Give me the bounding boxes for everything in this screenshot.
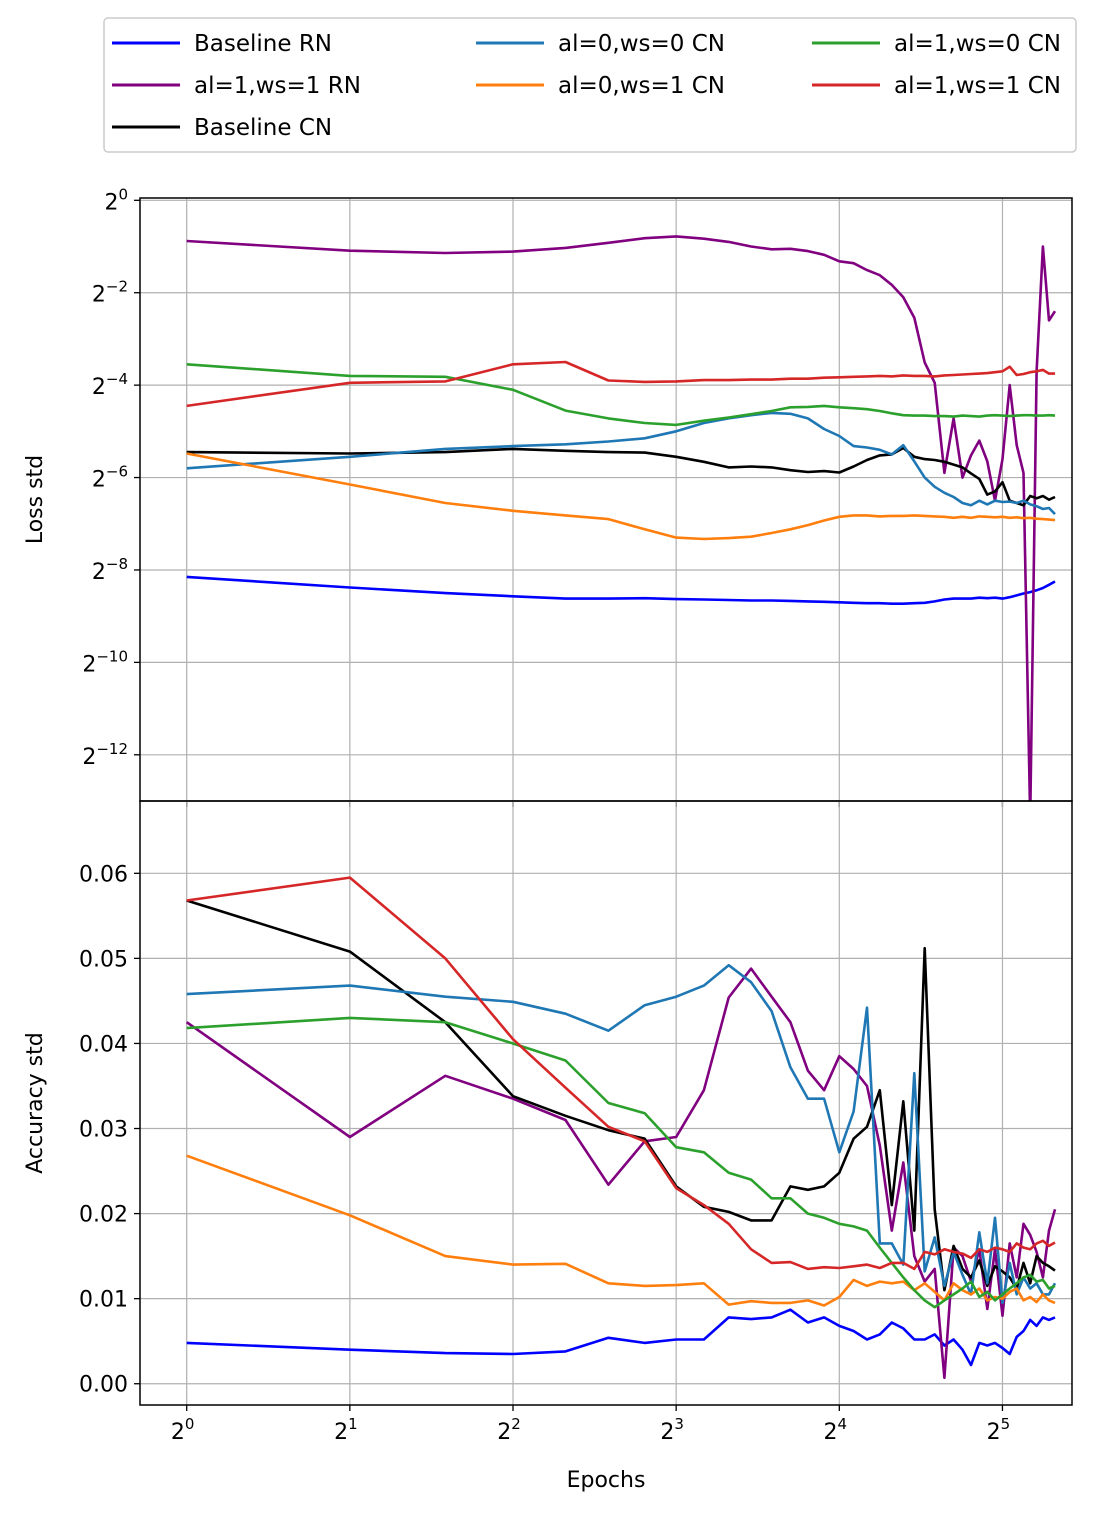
series-line-al-0-ws-0-cn bbox=[186, 963, 1057, 1305]
y-axis-label: Accuracy std bbox=[23, 1032, 48, 1174]
y-tick-label: 0.00 bbox=[79, 1373, 128, 1398]
legend-entry-al-0-ws-0-cn: al=0,ws=0 CN bbox=[476, 31, 725, 57]
legend-entry-al-1-ws-0-cn: al=1,ws=0 CN bbox=[812, 31, 1061, 57]
axes-frame bbox=[139, 197, 1073, 802]
x-tick-label: 24 bbox=[824, 1415, 848, 1445]
x-tick-label: 20 bbox=[171, 1415, 195, 1445]
y-tick-label: 2−6 bbox=[92, 463, 128, 493]
x-tick-label: 21 bbox=[334, 1415, 358, 1445]
grid bbox=[140, 801, 1072, 1405]
y-tick-label: 2−8 bbox=[92, 555, 128, 585]
series-line-al-1-ws-1-rn bbox=[186, 235, 1057, 801]
y-tick-label: 2−10 bbox=[82, 647, 128, 677]
y-tick-label: 2−2 bbox=[92, 278, 128, 308]
series-line-al-1-ws-1-cn bbox=[186, 876, 1056, 1271]
x-tick-label: 23 bbox=[660, 1415, 684, 1445]
legend-label: Baseline CN bbox=[194, 115, 332, 141]
y-tick-label: 0.01 bbox=[79, 1288, 128, 1313]
series-group bbox=[185, 876, 1057, 1380]
series-line-al-1-ws-1-rn bbox=[185, 967, 1057, 1380]
axes-frame bbox=[139, 800, 1073, 1406]
y-tick-label: 0.06 bbox=[79, 862, 128, 887]
legend-entry-al-1-ws-1-rn: al=1,ws=1 RN bbox=[112, 73, 361, 99]
series-line-al-1-ws-0-cn bbox=[186, 363, 1056, 427]
legend-entry-baseline-rn: Baseline RN bbox=[112, 31, 332, 57]
series-line-al-0-ws-1-cn bbox=[186, 452, 1056, 541]
loss-std-axes: 20 2−2 2−4 2−6 2−8 2−10 2−12 Loss std bbox=[23, 185, 1073, 807]
x-axis-label: Epochs bbox=[567, 1468, 646, 1493]
grid bbox=[140, 198, 1072, 801]
y-axis-label: Loss std bbox=[23, 455, 48, 544]
legend-label: al=1,ws=1 RN bbox=[194, 73, 361, 99]
legend-label: al=0,ws=1 CN bbox=[558, 73, 725, 99]
y-tick-label: 0.05 bbox=[79, 947, 128, 972]
series-line-al-0-ws-0-cn bbox=[186, 411, 1056, 516]
y-tick-label: 20 bbox=[104, 185, 128, 215]
legend-entry-baseline-cn: Baseline CN bbox=[112, 115, 332, 141]
legend-frame bbox=[103, 17, 1077, 153]
legend-label: al=1,ws=0 CN bbox=[894, 31, 1061, 57]
legend: Baseline RN al=1,ws=1 RN Baseline CN al=0,w… bbox=[103, 17, 1077, 153]
x-tick-label: 25 bbox=[987, 1415, 1011, 1445]
series-line-al-1-ws-0-cn bbox=[186, 1016, 1056, 1309]
series-line-al-0-ws-1-cn bbox=[186, 1154, 1056, 1307]
y-tick-label: 2−12 bbox=[82, 740, 128, 770]
series-group bbox=[186, 235, 1057, 801]
legend-entry-al-0-ws-1-cn: al=0,ws=1 CN bbox=[476, 73, 725, 99]
legend-label: al=0,ws=0 CN bbox=[558, 31, 725, 57]
y-tick-label: 0.03 bbox=[79, 1118, 128, 1143]
y-tick-label: 2−4 bbox=[92, 370, 128, 400]
y-tick-label: 0.04 bbox=[79, 1032, 128, 1057]
series-line-baseline-rn bbox=[186, 1308, 1056, 1367]
x-tick-label: 22 bbox=[497, 1415, 521, 1445]
legend-entry-al-1-ws-1-cn: al=1,ws=1 CN bbox=[812, 73, 1061, 99]
legend-label: al=1,ws=1 CN bbox=[894, 73, 1061, 99]
legend-label: Baseline RN bbox=[194, 31, 332, 57]
series-line-baseline-rn bbox=[186, 575, 1056, 606]
series-line-al-1-ws-1-cn bbox=[186, 360, 1055, 408]
accuracy-std-axes: 0.00 0.01 0.02 0.03 0.04 0.05 0.06 20 21 22 23 24 25… bbox=[23, 800, 1073, 1445]
y-tick-label: 0.02 bbox=[79, 1203, 128, 1228]
